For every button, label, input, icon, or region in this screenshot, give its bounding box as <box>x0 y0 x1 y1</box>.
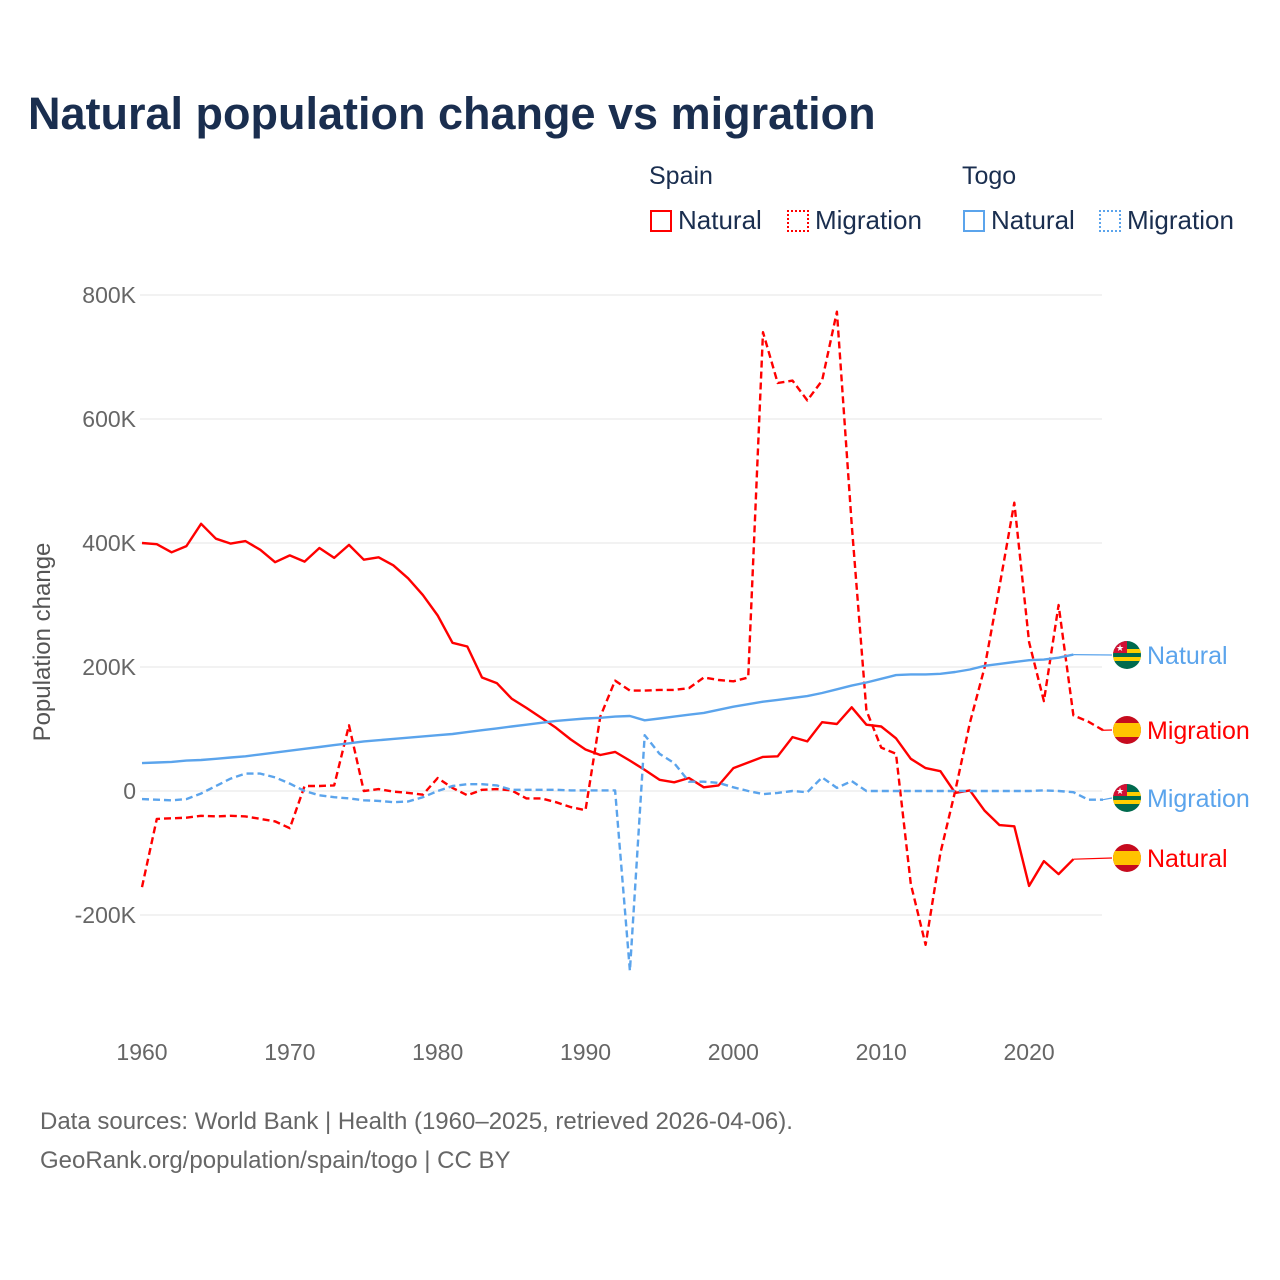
label-leader-line <box>1102 797 1113 801</box>
solid-swatch-icon <box>963 209 985 232</box>
legend-togo-natural[interactable]: Natural <box>963 205 1075 236</box>
series-end-label: Natural <box>1147 642 1228 670</box>
x-tick-label: 1960 <box>116 1039 167 1065</box>
legend-group-togo: Togo <box>962 162 1017 190</box>
x-tick-label: 2010 <box>856 1039 907 1065</box>
y-tick-label: 200K <box>82 654 136 680</box>
series-line-spain-migration <box>140 310 1104 946</box>
dotted-swatch-icon <box>787 209 809 232</box>
dotted-swatch-icon <box>1099 209 1121 232</box>
chart-title: Natural population change vs migration <box>28 88 876 139</box>
togo-flag-icon: ★ <box>1113 641 1141 669</box>
series-end-label: Migration <box>1147 785 1250 813</box>
flag-stripe <box>1113 800 1141 804</box>
legend-label: Natural <box>678 205 762 235</box>
series-line-togo-natural <box>141 653 1074 765</box>
footer-link[interactable]: GeoRank.org/population/spain/togo | CC B… <box>40 1147 511 1174</box>
label-leader-line <box>1073 857 1113 860</box>
series-end-label: Migration <box>1147 717 1250 745</box>
y-tick-label: -200K <box>75 902 137 928</box>
legend-label: Migration <box>815 205 922 235</box>
flag-star: ★ <box>1116 643 1124 653</box>
spain-flag-icon <box>1113 716 1141 744</box>
y-tick-label: 600K <box>82 406 136 432</box>
x-tick-label: 1990 <box>560 1039 611 1065</box>
legend-togo-migration[interactable]: Migration <box>1099 205 1234 236</box>
legend-spain-migration[interactable]: Migration <box>787 205 922 236</box>
legend-spain-natural[interactable]: Natural <box>650 205 762 236</box>
footer-sources: Data sources: World Bank | Health (1960–… <box>40 1108 793 1135</box>
y-tick-label: 800K <box>82 282 136 308</box>
series-line-spain-natural <box>141 522 1075 888</box>
togo-flag-icon: ★ <box>1113 784 1141 812</box>
series-end-label: Natural <box>1147 845 1228 873</box>
y-axis-title: Population change <box>29 543 56 742</box>
flag-yellow <box>1113 851 1141 865</box>
flag-stripe <box>1113 657 1141 661</box>
legend-label: Natural <box>991 205 1075 235</box>
x-tick-label: 2020 <box>1003 1039 1054 1065</box>
legend-group-spain: Spain <box>649 162 713 190</box>
x-tick-label: 2000 <box>708 1039 759 1065</box>
y-tick-label: 400K <box>82 530 136 556</box>
y-tick-label: 0 <box>123 778 136 804</box>
solid-swatch-icon <box>650 209 672 232</box>
series-line-togo-migration <box>141 734 1103 972</box>
flag-yellow <box>1113 723 1141 737</box>
spain-flag-icon <box>1113 844 1141 872</box>
legend-label: Migration <box>1127 205 1234 235</box>
x-tick-label: 1980 <box>412 1039 463 1065</box>
x-tick-label: 1970 <box>264 1039 315 1065</box>
flag-star: ★ <box>1116 786 1124 796</box>
